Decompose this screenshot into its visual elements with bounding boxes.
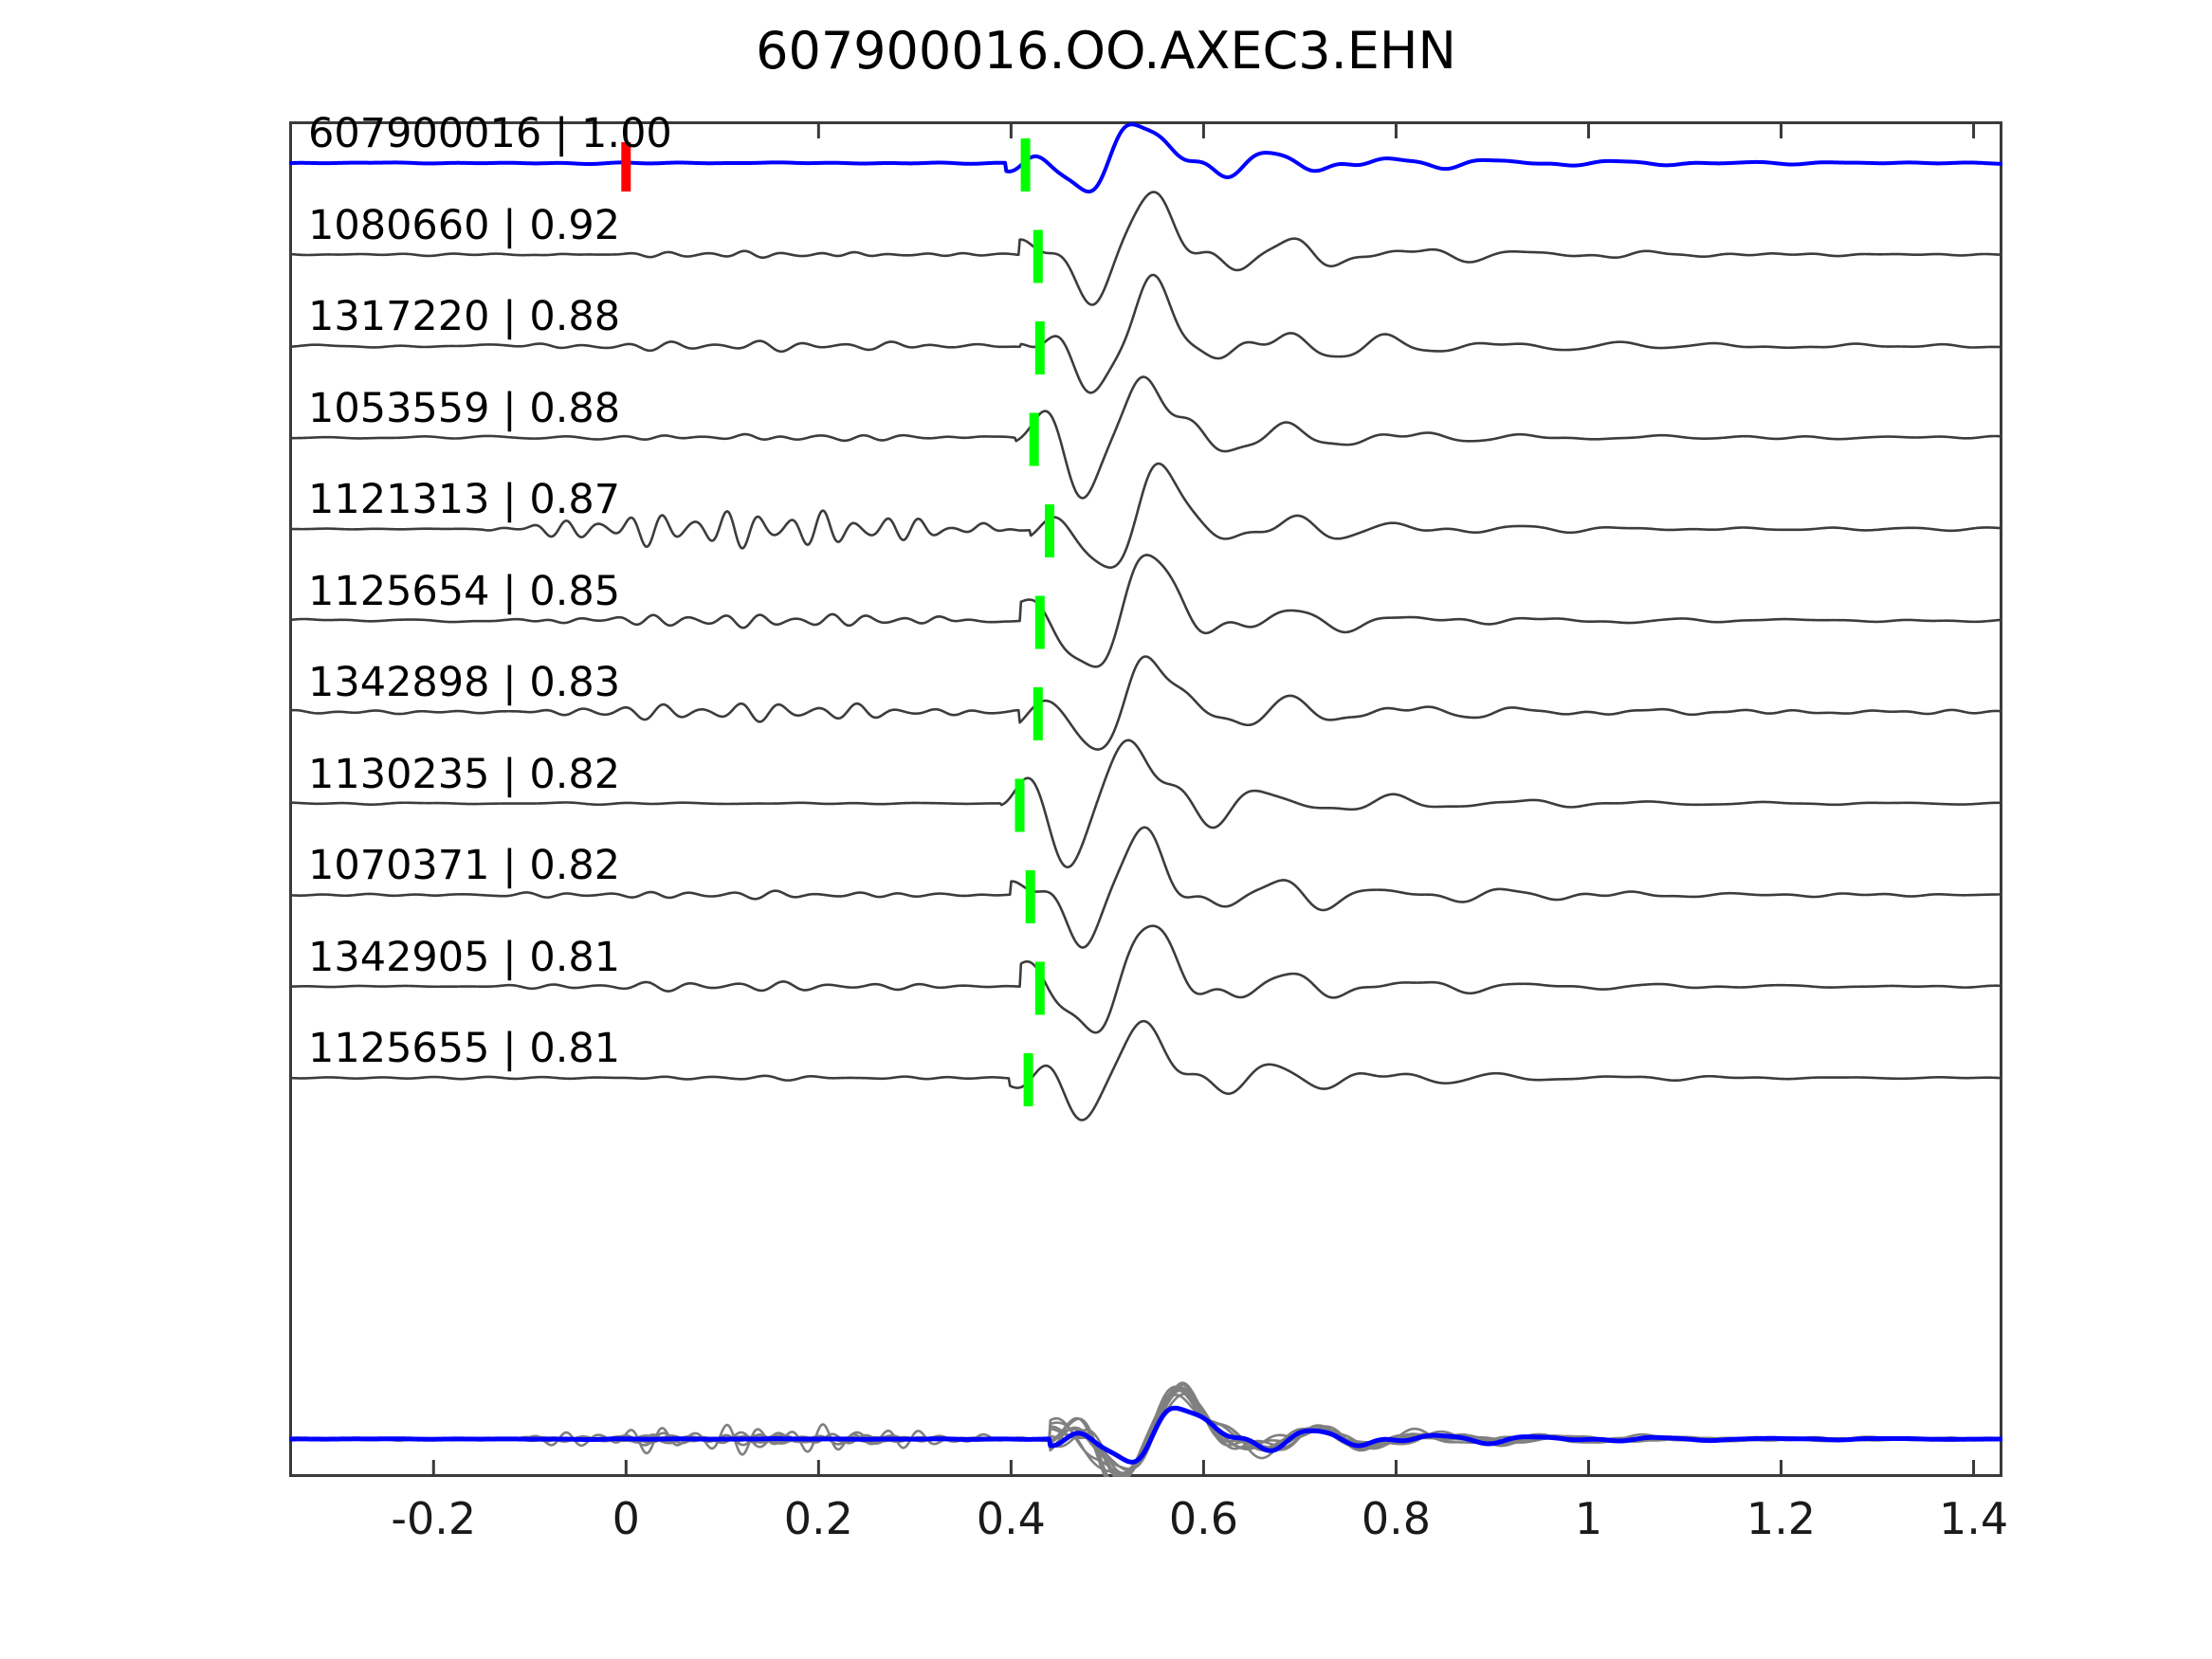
trace-label: 1080660 | 0.92	[308, 201, 621, 249]
waveform-trace	[289, 273, 2002, 394]
aligned-stack-overlay	[289, 1381, 2002, 1477]
stack-trace	[289, 1387, 2002, 1477]
trace-label: 1070371 | 0.82	[308, 842, 621, 889]
pick-marker	[1023, 1053, 1033, 1106]
pick-marker	[1025, 870, 1035, 923]
stack-trace	[289, 1394, 2002, 1472]
page-title: 607900016.OO.AXEC3.EHN	[756, 21, 1456, 81]
stack-trace	[289, 1393, 2002, 1474]
trace-label: 607900016 | 1.00	[308, 110, 672, 157]
stack-trace	[289, 1385, 2002, 1476]
x-tick-label: 0.6	[1168, 1493, 1238, 1544]
stack-reference-trace	[289, 1405, 2002, 1465]
origin-marker	[621, 142, 631, 191]
plot-frame	[289, 121, 2002, 1477]
x-axis-ticks	[431, 121, 1976, 1477]
waveform-trace	[289, 375, 2002, 500]
stack-trace	[289, 1389, 2002, 1477]
x-tick-label: 0.8	[1361, 1493, 1432, 1544]
plot-area: 607900016 | 1.00 1080660 | 0.92 1317220 | …	[289, 114, 2002, 1477]
trace-label: 1342898 | 0.83	[308, 659, 621, 706]
waveform-trace	[289, 1019, 2002, 1121]
x-tick-label: 0.2	[783, 1493, 853, 1544]
trace-label: 1130235 | 0.82	[308, 750, 621, 798]
pick-marker	[1020, 138, 1031, 191]
waveform-trace	[289, 826, 2002, 949]
pick-marker	[1029, 412, 1039, 466]
trace-label: 1125655 | 0.81	[308, 1025, 621, 1072]
waveform-trace	[289, 655, 2002, 751]
x-tick-label: 0.4	[976, 1493, 1046, 1544]
trace-label: 1121313 | 0.87	[308, 476, 621, 523]
pick-marker	[1034, 961, 1045, 1015]
waveform-trace	[289, 122, 2002, 194]
trace-group	[289, 122, 2002, 1121]
waveform-canvas	[289, 121, 2002, 1477]
trace-label: 1053559 | 0.88	[308, 384, 621, 432]
stack-trace	[289, 1389, 2002, 1477]
waveform-trace	[289, 462, 2002, 569]
waveform-trace	[289, 924, 2002, 1034]
pick-marker	[1034, 595, 1045, 649]
pick-marker	[1015, 778, 1025, 832]
stack-trace	[289, 1383, 2002, 1477]
waveform-trace	[289, 738, 2002, 869]
stack-trace	[289, 1385, 2002, 1470]
pick-marker	[1033, 687, 1043, 740]
trace-label: 1342905 | 0.81	[308, 933, 621, 981]
waveform-trace	[289, 554, 2002, 668]
pick-marker	[1033, 229, 1043, 283]
trace-label: 1125654 | 0.85	[308, 567, 621, 615]
trace-label: 1317220 | 0.88	[308, 293, 621, 340]
x-tick-label: 1	[1574, 1493, 1603, 1544]
waveform-trace	[289, 191, 2002, 306]
stack-trace	[289, 1387, 2002, 1477]
x-axis-tick-labels: -0.2 0 0.2 0.4 0.6 0.8 1 1.2 1.4	[289, 1493, 2008, 1559]
stack-trace	[289, 1381, 2002, 1477]
pick-marker	[1045, 504, 1054, 557]
x-tick-label: 1.4	[1938, 1493, 2009, 1544]
x-tick-label: 0	[612, 1493, 640, 1544]
pick-marker	[1034, 321, 1045, 374]
x-tick-label: 1.2	[1746, 1493, 1817, 1544]
x-tick-label: -0.2	[391, 1493, 477, 1544]
